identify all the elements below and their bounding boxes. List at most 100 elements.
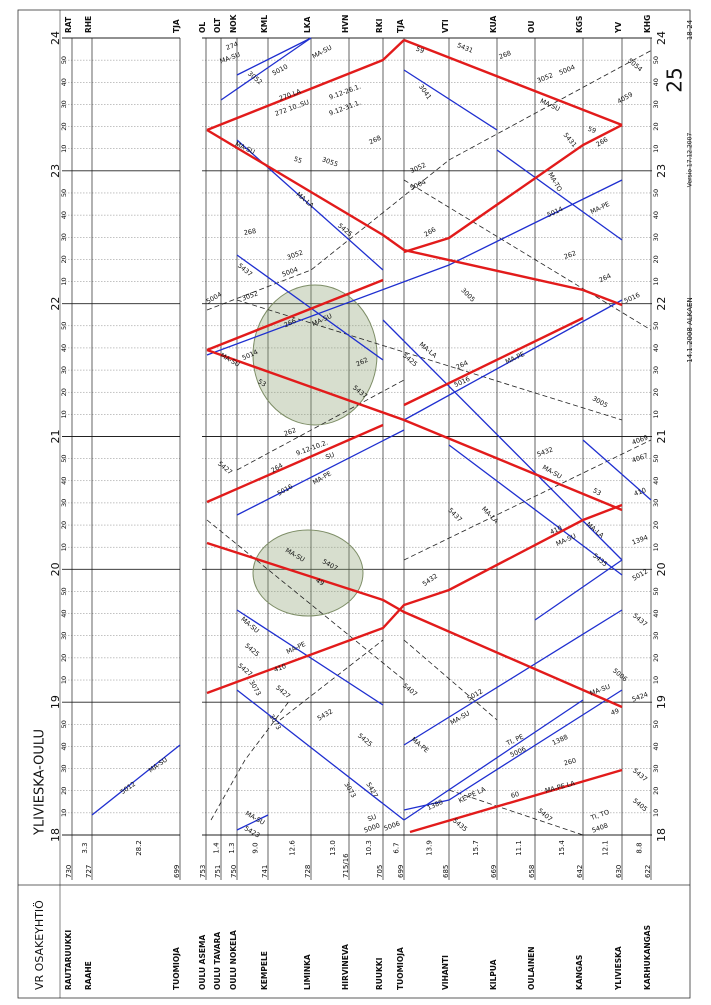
train-label: 5431 xyxy=(562,131,579,149)
local-train-line xyxy=(206,179,623,356)
train-label: 5427 xyxy=(274,684,292,701)
hour-label: 20 xyxy=(49,562,62,576)
passenger-train-line xyxy=(403,123,623,254)
minute-label: 30 xyxy=(60,499,68,507)
passenger-train-line xyxy=(206,423,384,504)
passenger-train-line xyxy=(206,278,384,352)
page-number: 25 xyxy=(663,67,687,92)
minute-label: 40 xyxy=(60,742,68,750)
train-label: 262 xyxy=(563,249,577,261)
minute-label: 20 xyxy=(652,521,660,529)
local-train-line xyxy=(236,429,405,516)
train-label: 5437 xyxy=(236,262,254,279)
minute-label: 20 xyxy=(60,654,68,662)
train-label: 5435 xyxy=(451,817,469,834)
station-km: 727 xyxy=(85,865,93,878)
train-label: 5407 xyxy=(536,807,554,824)
minute-label: 20 xyxy=(652,388,660,396)
train-label: 264 xyxy=(455,359,470,372)
train-label: 49 xyxy=(610,707,621,717)
station-km: 669 xyxy=(490,865,498,878)
station-code: OU xyxy=(527,21,536,33)
train-label: 5423 xyxy=(243,824,261,839)
train-label: 1394 xyxy=(631,533,649,546)
train-label: 5435 xyxy=(591,552,609,569)
minute-label: 30 xyxy=(652,233,660,241)
train-label: 5408 xyxy=(591,821,609,834)
train-label: 5432 xyxy=(421,572,439,588)
station-km: 685 xyxy=(442,865,450,878)
train-label: 3052 xyxy=(286,248,304,261)
station-code: RKI xyxy=(375,18,384,33)
segment-distance: 12.1 xyxy=(602,840,610,856)
station-name: HIRVINEVA xyxy=(341,944,350,990)
minute-label: 50 xyxy=(652,189,660,197)
train-label: MA-SU xyxy=(219,351,242,369)
segment-distance: 28.2 xyxy=(135,840,143,856)
segment-distance: 15.4 xyxy=(558,840,566,856)
train-label: 410 xyxy=(273,662,287,674)
train-label: 5437 xyxy=(631,767,649,784)
station-name: KARHUKANGAS xyxy=(643,925,652,990)
station-km: 741 xyxy=(261,865,269,878)
minute-label: 10 xyxy=(652,543,660,551)
minute-label: 40 xyxy=(60,211,68,219)
highlight-ellipse xyxy=(252,529,364,617)
segment-distance: 9.0 xyxy=(252,842,260,853)
train-label: 5004 xyxy=(281,265,299,278)
station-km: 730 xyxy=(65,865,73,878)
freight-train-line xyxy=(279,639,384,721)
hour-label: 24 xyxy=(49,31,62,45)
minute-label: 30 xyxy=(652,499,660,507)
train-label: 59 xyxy=(415,45,426,56)
train-label: 266 xyxy=(423,225,438,238)
hour-label: 18 xyxy=(655,828,668,842)
minute-label: 40 xyxy=(652,344,660,352)
train-label: MA-TO xyxy=(546,171,563,193)
train-label: MA-LA xyxy=(585,520,606,540)
hour-label: 20 xyxy=(655,562,668,576)
train-label: 3041 xyxy=(417,83,433,101)
train-label: 262 xyxy=(283,426,297,438)
train-label: 59 xyxy=(587,125,598,135)
station-code: KUA xyxy=(489,15,498,33)
hour-label: 19 xyxy=(49,695,62,709)
local-train-line xyxy=(403,699,584,821)
minute-label: 10 xyxy=(60,543,68,551)
segment-distance: 12.6 xyxy=(289,840,297,856)
train-label: 5004 xyxy=(409,178,427,192)
train-label: MA-SU xyxy=(311,43,334,60)
station-name: RAAHE xyxy=(84,961,93,990)
train-label: 410 xyxy=(633,486,647,498)
passenger-train-line xyxy=(206,128,623,307)
train-label: 5405 xyxy=(631,797,649,814)
minute-label: 50 xyxy=(60,587,68,595)
train-label: 5012 xyxy=(119,780,137,796)
train-label: MA-PE xyxy=(504,350,526,366)
sheet-frame xyxy=(17,9,691,999)
minute-label: 50 xyxy=(60,189,68,197)
train-label: 5006 xyxy=(611,667,629,684)
train-label: 268 xyxy=(243,227,257,237)
train-label: 3005 xyxy=(459,286,476,303)
hour-label: 18 xyxy=(49,828,62,842)
station-km: 642 xyxy=(576,865,584,878)
station-name: TUOMIOJA xyxy=(172,947,181,990)
local-train-line xyxy=(236,609,384,706)
train-label: 1388 xyxy=(426,798,444,812)
minute-label: 10 xyxy=(652,410,660,418)
minute-label: 30 xyxy=(652,632,660,640)
minute-label: 30 xyxy=(652,366,660,374)
minute-label: 40 xyxy=(60,344,68,352)
train-label: 5004 xyxy=(558,63,576,77)
hour-label: 22 xyxy=(655,297,668,311)
train-label: 5431 xyxy=(456,41,474,55)
train-label: 5427 xyxy=(216,460,234,477)
train-label: 5432 xyxy=(536,445,554,458)
station-name: OULU ASEMA xyxy=(198,935,207,990)
train-label: 49 xyxy=(314,576,325,587)
local-train-line xyxy=(236,254,384,361)
local-train-line xyxy=(403,299,623,421)
station-km: 622 xyxy=(644,865,652,878)
